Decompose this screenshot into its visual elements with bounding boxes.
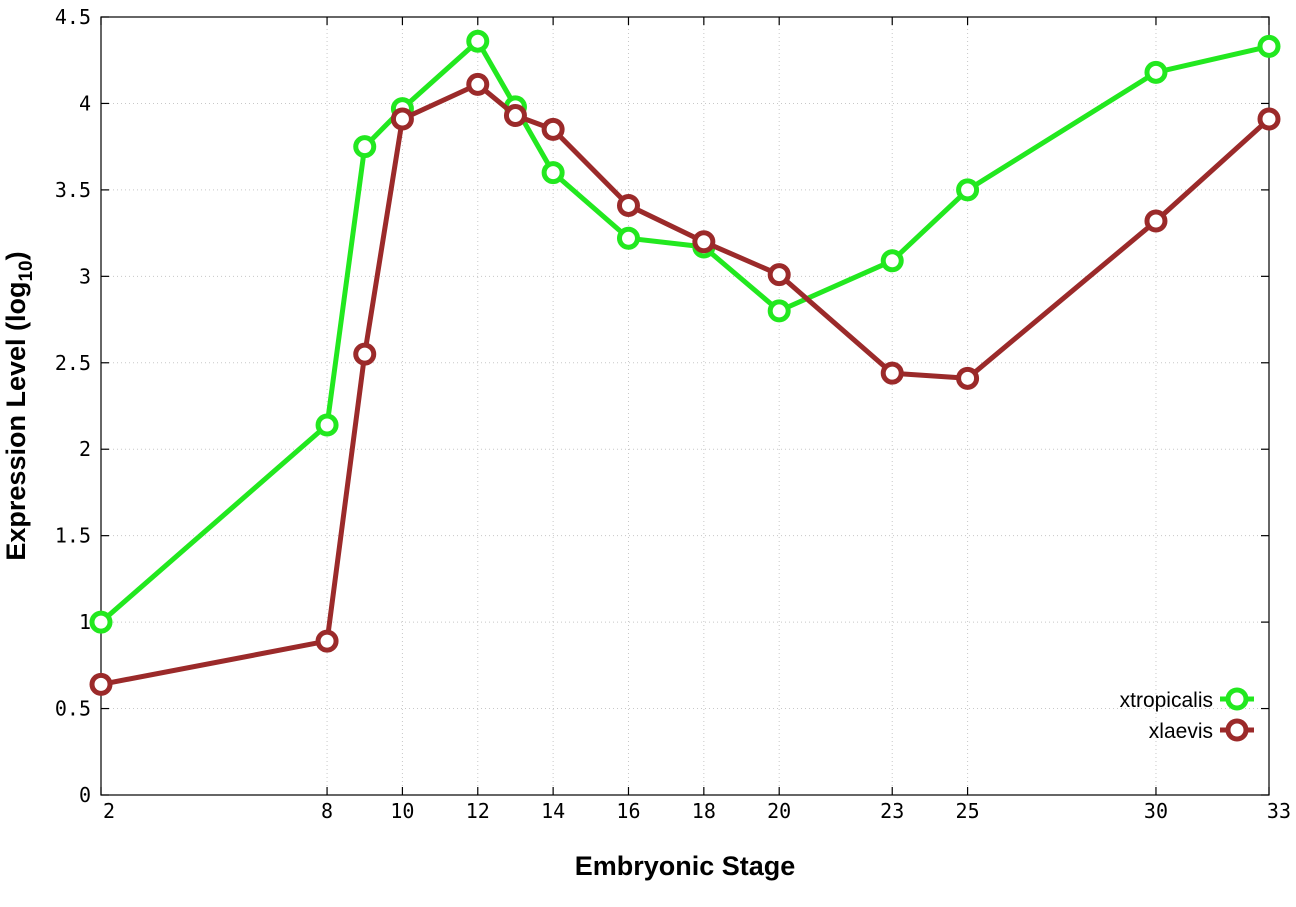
data-point-xlaevis — [692, 230, 716, 254]
y-axis-title: Expression Level (log10) — [1, 251, 37, 560]
data-point-xlaevis — [315, 629, 339, 653]
data-point-xtropicalis — [880, 249, 904, 273]
data-point-xtropicalis — [89, 610, 113, 634]
series-line-xlaevis — [100, 81, 1271, 687]
data-point-xlaevis — [89, 672, 113, 696]
data-point-xtropicalis — [1257, 34, 1281, 58]
axis-ticks — [100, 16, 1270, 796]
data-point-xlaevis — [880, 361, 904, 385]
legend-marker-xlaevis — [1225, 718, 1249, 742]
x-tick-label: 8 — [321, 799, 333, 823]
y-tick-label: 1 — [79, 610, 91, 634]
data-point-xlaevis — [353, 342, 377, 366]
y-tick-labels: 0 0.5 1 1.5 2 2.5 3 3.5 4 4.5 — [55, 5, 91, 807]
y-tick-label: 0 — [79, 783, 91, 807]
data-point-xlaevis — [616, 193, 640, 217]
x-tick-label: 23 — [880, 799, 904, 823]
x-tick-label: 14 — [541, 799, 565, 823]
legend: xtropicalis xlaevis — [1120, 687, 1254, 743]
y-axis-title-subscript: 10 — [16, 260, 37, 281]
legend-marker-xtropicalis — [1225, 687, 1249, 711]
series-xtropicalis — [89, 29, 1281, 634]
x-tick-label: 12 — [466, 799, 490, 823]
y-tick-label: 2 — [79, 437, 91, 461]
data-point-xlaevis — [1144, 209, 1168, 233]
y-axis-title-main: Expression Level (log — [1, 282, 31, 561]
data-point-xtropicalis — [466, 29, 490, 53]
data-point-xlaevis — [503, 104, 527, 128]
y-tick-label: 3 — [79, 264, 91, 288]
data-point-xlaevis — [541, 117, 565, 141]
legend-label-xtropicalis: xtropicalis — [1120, 689, 1213, 712]
x-axis-title: Embryonic Stage — [575, 851, 796, 881]
plot-frame — [100, 16, 1270, 796]
y-tick-label: 1.5 — [55, 524, 91, 548]
series-line-xtropicalis — [99, 38, 1270, 624]
x-tick-label: 2 — [103, 799, 115, 823]
series-xlaevis — [89, 72, 1281, 696]
x-tick-label: 20 — [767, 799, 791, 823]
x-tick-label: 16 — [616, 799, 640, 823]
series-layer — [89, 29, 1281, 696]
data-point-xlaevis — [1257, 107, 1281, 131]
data-point-xtropicalis — [353, 135, 377, 159]
x-tick-label: 33 — [1267, 799, 1291, 823]
data-point-xlaevis — [956, 366, 980, 390]
y-tick-label: 0.5 — [55, 697, 91, 721]
legend-label-xlaevis: xlaevis — [1149, 720, 1213, 743]
data-point-xlaevis — [390, 107, 414, 131]
x-tick-labels: 2 8 10 12 14 16 18 20 23 25 30 33 — [103, 799, 1291, 823]
y-tick-label: 2.5 — [55, 351, 91, 375]
x-tick-label: 25 — [956, 799, 980, 823]
data-point-xtropicalis — [315, 413, 339, 437]
y-axis-title-end: ) — [1, 251, 31, 260]
x-tick-label: 30 — [1144, 799, 1168, 823]
data-point-xlaevis — [767, 263, 791, 287]
data-point-xtropicalis — [541, 161, 565, 185]
x-tick-label: 10 — [390, 799, 414, 823]
data-point-xtropicalis — [956, 178, 980, 202]
data-point-xtropicalis — [616, 226, 640, 250]
y-tick-label: 4 — [79, 91, 91, 115]
data-point-xtropicalis — [1144, 60, 1168, 84]
data-point-xtropicalis — [767, 299, 791, 323]
y-tick-label: 4.5 — [55, 5, 91, 29]
x-tick-label: 18 — [692, 799, 716, 823]
grid-lines — [101, 17, 1269, 795]
y-tick-label: 3.5 — [55, 178, 91, 202]
data-point-xlaevis — [466, 72, 490, 96]
